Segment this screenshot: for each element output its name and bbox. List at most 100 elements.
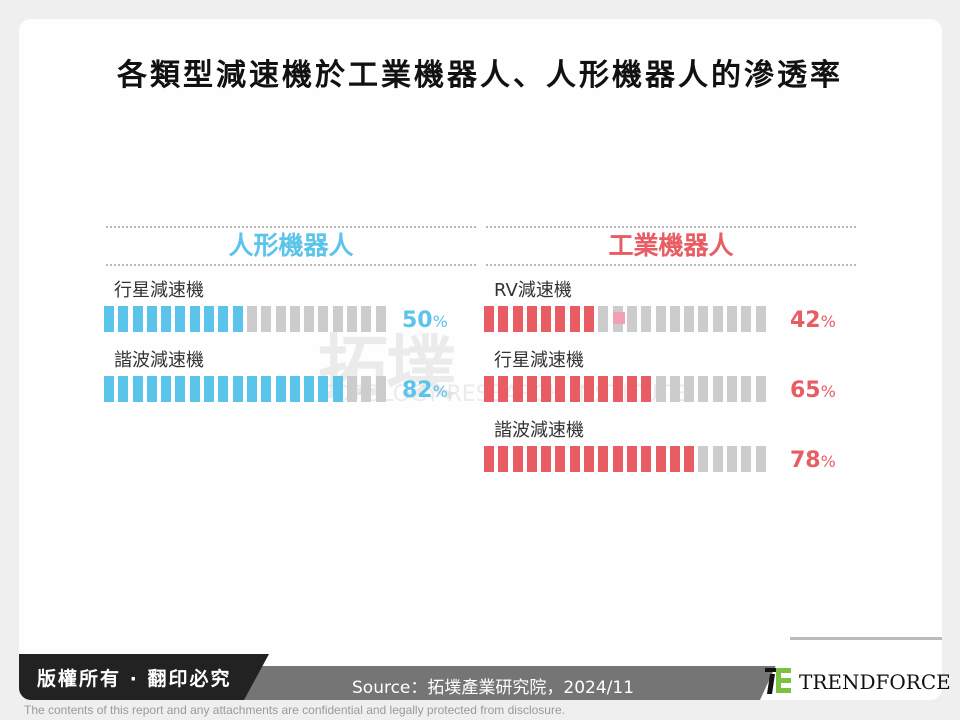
bar-segment — [512, 446, 523, 472]
bar-segment — [146, 306, 157, 332]
row-label: 諧波減速機 — [114, 350, 204, 371]
bar-segment — [598, 376, 609, 402]
bar-segment — [526, 376, 537, 402]
bar-segment — [498, 376, 509, 402]
bar-segment — [232, 306, 243, 332]
bar-segment — [669, 376, 680, 402]
row-label: RV減速機 — [494, 280, 572, 301]
bar-segment — [755, 306, 766, 332]
bar-segment — [555, 376, 566, 402]
bar-segment — [332, 376, 343, 402]
industrial-row-rv: RV減速機 42% — [484, 280, 864, 333]
bar-segment — [289, 376, 300, 402]
segmented-bar — [104, 306, 390, 332]
bar-segment — [347, 306, 358, 332]
bar-segment — [727, 446, 738, 472]
row-label: 行星減速機 — [494, 350, 584, 371]
bar-segment — [189, 376, 200, 402]
bar-segment — [727, 306, 738, 332]
bar-segment — [218, 306, 229, 332]
bar-segment — [584, 446, 595, 472]
bar-segment — [132, 376, 143, 402]
bar-segment — [304, 306, 315, 332]
bar-segment — [598, 446, 609, 472]
bar-segment — [712, 446, 723, 472]
logo-divider — [790, 637, 942, 640]
bar-segment — [189, 306, 200, 332]
bar-segment — [684, 376, 695, 402]
row-label: 諧波減速機 — [494, 420, 584, 441]
bar-segment — [669, 306, 680, 332]
bar-segment — [526, 306, 537, 332]
trendforce-logo-text: TRENDFORCE — [799, 670, 951, 694]
percent-value: 82% — [402, 378, 448, 403]
bar-segment — [304, 376, 315, 402]
bar-segment — [526, 446, 537, 472]
bar-segment — [204, 306, 215, 332]
bar-segment — [175, 376, 186, 402]
bar-segment — [698, 446, 709, 472]
bar-segment — [712, 376, 723, 402]
bar-segment — [755, 376, 766, 402]
humanoid-heading: 人形機器人 — [106, 226, 476, 266]
trendforce-logo-icon — [765, 668, 791, 694]
bar-segment — [484, 446, 494, 472]
humanoid-row-harmonic: 諧波減速機 82% — [104, 350, 484, 403]
bar-segment — [698, 306, 709, 332]
copyright-band: 版權所有 · 翻印必究 — [19, 654, 269, 700]
bar-segment — [332, 306, 343, 332]
bar-segment — [569, 446, 580, 472]
segmented-bar — [484, 446, 770, 472]
bar-segment — [104, 376, 114, 402]
bar-segment — [655, 376, 666, 402]
industrial-section: 工業機器人 RV減速機 42% 行星減速機 65% 諧波減速機 78% — [484, 226, 856, 473]
bar-segment — [541, 306, 552, 332]
percent-value: 42% — [790, 308, 836, 333]
bar-segment — [347, 376, 358, 402]
bar-segment — [375, 306, 386, 332]
bar-segment — [612, 376, 623, 402]
copyright-text: 版權所有 · 翻印必究 — [37, 668, 232, 690]
row-label: 行星減速機 — [114, 280, 204, 301]
page-title: 各類型減速機於工業機器人、人形機器人的滲透率 — [117, 58, 843, 93]
bar-segment — [555, 446, 566, 472]
industrial-row-planetary: 行星減速機 65% — [484, 350, 864, 403]
bar-segment — [626, 446, 637, 472]
bar-segment — [484, 376, 494, 402]
bar-segment — [246, 306, 257, 332]
bar-segment — [261, 306, 272, 332]
bar-segment — [755, 446, 766, 472]
bar-segment — [104, 306, 114, 332]
bar-segment — [261, 376, 272, 402]
bar-segment — [684, 306, 695, 332]
bar-segment — [641, 376, 652, 402]
bar-segment — [712, 306, 723, 332]
bar-segment — [641, 306, 652, 332]
bar-segment — [118, 306, 129, 332]
bar-segment — [232, 376, 243, 402]
chart-card — [19, 19, 942, 700]
humanoid-row-planetary: 行星減速機 50% — [104, 280, 484, 333]
bar-segment — [146, 376, 157, 402]
percent-value: 78% — [790, 448, 836, 473]
bar-segment — [669, 446, 680, 472]
bar-segment — [541, 376, 552, 402]
bar-segment — [161, 306, 172, 332]
bar-segment — [684, 446, 695, 472]
bar-segment — [584, 376, 595, 402]
bar-segment — [484, 306, 494, 332]
percent-value: 65% — [790, 378, 836, 403]
segmented-bar — [484, 376, 770, 402]
bar-segment — [727, 376, 738, 402]
bar-segment — [318, 306, 329, 332]
bar-segment — [218, 376, 229, 402]
bar-segment — [132, 306, 143, 332]
bar-segment — [741, 306, 752, 332]
bar-segment — [175, 306, 186, 332]
bar-segment — [512, 306, 523, 332]
watermark-mark — [613, 312, 625, 324]
bar-segment — [626, 306, 637, 332]
bar-segment — [626, 376, 637, 402]
bar-segment — [698, 376, 709, 402]
bar-segment — [118, 376, 129, 402]
